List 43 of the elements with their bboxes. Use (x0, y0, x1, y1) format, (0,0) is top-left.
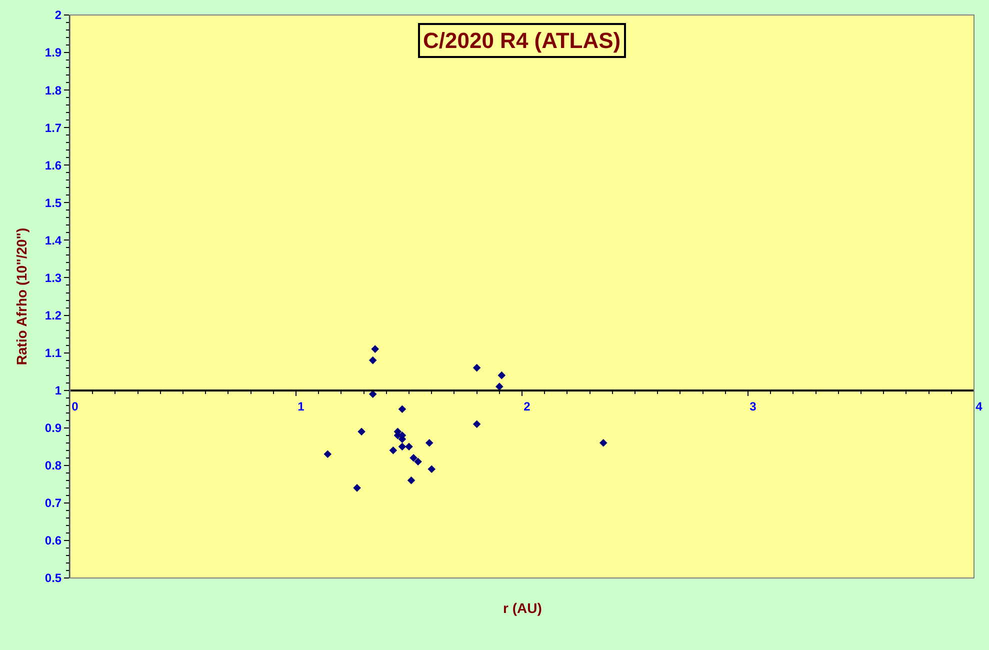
y-tick-label: 0.7 (44, 496, 62, 510)
y-tick-label: 1 (54, 384, 62, 398)
x-tick-label: 0 (72, 399, 79, 414)
x-tick-label: 2 (524, 399, 531, 414)
point (496, 382, 504, 390)
point (389, 446, 398, 454)
point (368, 356, 377, 364)
point (414, 458, 422, 466)
point (371, 345, 379, 353)
y-tick-label: 0.8 (44, 458, 62, 473)
y-tick-label: 1.9 (44, 46, 62, 60)
y-tick-label: 0.9 (44, 421, 62, 436)
y-tick-label: 1.5 (44, 196, 62, 210)
y-tick-label: 0.6 (44, 534, 62, 548)
point (407, 476, 416, 484)
point (599, 438, 608, 447)
x-tick-label: 3 (750, 399, 757, 414)
y-tick-label: 1.1 (44, 346, 62, 360)
y-tick-label: 1.3 (44, 270, 62, 285)
point (410, 454, 418, 462)
point (425, 438, 434, 447)
point (353, 484, 361, 492)
y-tick-label: 1.8 (44, 83, 62, 98)
y-tick-label: 1.2 (44, 308, 62, 322)
y-tick-label: 1.4 (44, 233, 62, 248)
point (405, 442, 413, 451)
x-tick-label: 4 (976, 399, 983, 414)
y-tick-label: 1.7 (44, 120, 62, 135)
point (498, 371, 506, 380)
y-tick-label: 0.5 (44, 571, 62, 586)
point (398, 442, 406, 451)
point (358, 428, 366, 436)
point (428, 465, 436, 474)
point (398, 405, 406, 413)
point (324, 450, 332, 458)
x-tick-label: 1 (298, 399, 305, 414)
y-axis-title: Ratio Afrho (10"/20") (14, 228, 30, 366)
x-axis-title: r (AU) (503, 600, 542, 616)
text: C/2020 R4 (ATLAS) (423, 28, 621, 53)
point (472, 420, 481, 428)
y-tick-label: 2 (54, 8, 62, 22)
point (472, 364, 481, 372)
y-tick-label: 1.6 (44, 158, 62, 172)
